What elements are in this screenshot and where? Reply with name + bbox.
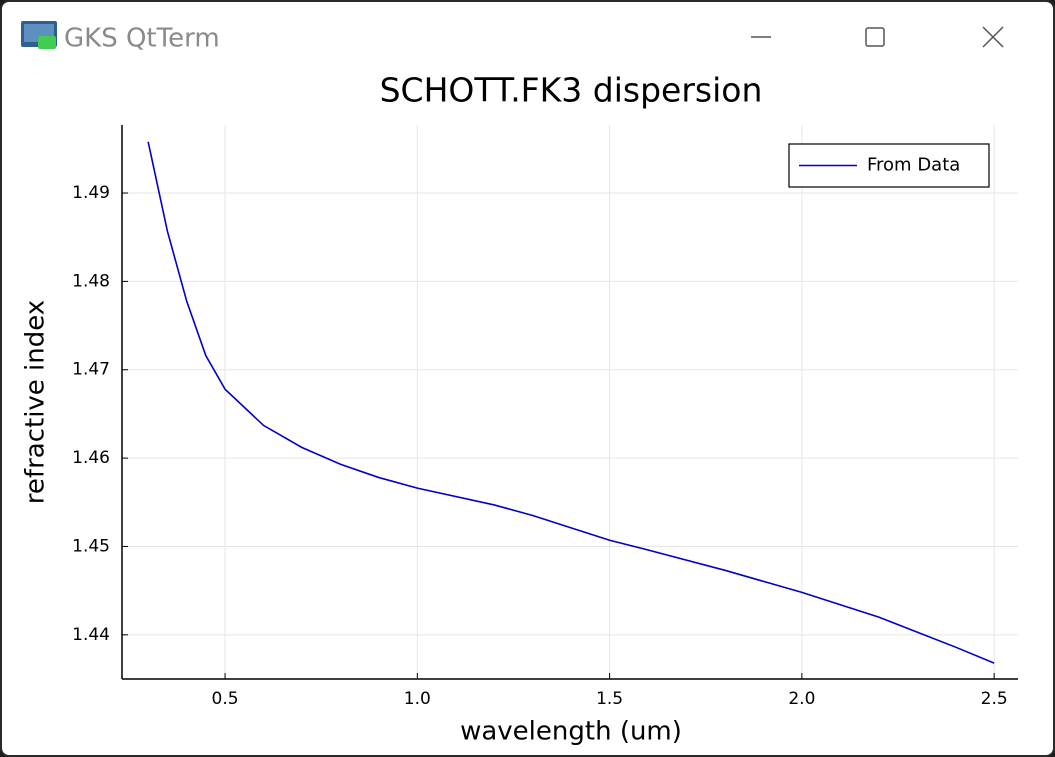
window-title: GKS QtTerm [64,24,220,54]
y-tick-label: 1.48 [72,271,110,291]
x-tick-label: 2.0 [788,689,815,709]
y-tick-label: 1.47 [72,360,110,380]
chart-title: SCHOTT.FK3 dispersion [380,71,763,110]
y-tick-label: 1.46 [72,448,110,468]
close-button[interactable] [982,26,1004,48]
data-line [147,141,995,664]
y-axis-label: refractive index [21,300,51,504]
maximize-button[interactable] [865,27,885,47]
y-tick-label: 1.49 [72,183,110,203]
y-tick-label: 1.45 [72,536,110,556]
legend-label: From Data [867,155,960,176]
app-icon [21,21,57,49]
x-tick-label: 1.5 [596,689,623,709]
x-axis-label: wavelength (um) [460,717,682,747]
x-tick-label: 0.5 [212,689,239,709]
x-tick-label: 1.0 [404,689,431,709]
y-tick-label: 1.44 [72,625,110,645]
x-tick-label: 2.5 [981,689,1008,709]
